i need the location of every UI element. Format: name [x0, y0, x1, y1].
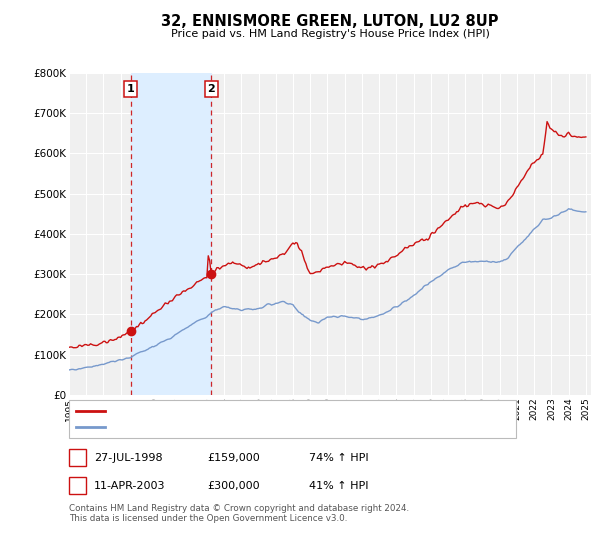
Text: 2: 2 — [74, 480, 81, 491]
Text: £300,000: £300,000 — [207, 480, 260, 491]
Text: 11-APR-2003: 11-APR-2003 — [94, 480, 166, 491]
Text: 1: 1 — [74, 452, 81, 463]
Text: 41% ↑ HPI: 41% ↑ HPI — [309, 480, 368, 491]
Text: £159,000: £159,000 — [207, 452, 260, 463]
Text: 27-JUL-1998: 27-JUL-1998 — [94, 452, 163, 463]
Text: Contains HM Land Registry data © Crown copyright and database right 2024.
This d: Contains HM Land Registry data © Crown c… — [69, 504, 409, 523]
Text: 1: 1 — [127, 84, 134, 94]
Text: 74% ↑ HPI: 74% ↑ HPI — [309, 452, 368, 463]
Text: 32, ENNISMORE GREEN, LUTON, LU2 8UP: 32, ENNISMORE GREEN, LUTON, LU2 8UP — [161, 14, 499, 29]
Text: HPI: Average price, detached house, Luton: HPI: Average price, detached house, Luto… — [110, 422, 332, 432]
Text: 2: 2 — [208, 84, 215, 94]
Text: Price paid vs. HM Land Registry's House Price Index (HPI): Price paid vs. HM Land Registry's House … — [170, 29, 490, 39]
Bar — [131, 73, 211, 395]
Text: 32, ENNISMORE GREEN, LUTON, LU2 8UP (detached house): 32, ENNISMORE GREEN, LUTON, LU2 8UP (det… — [110, 406, 418, 416]
